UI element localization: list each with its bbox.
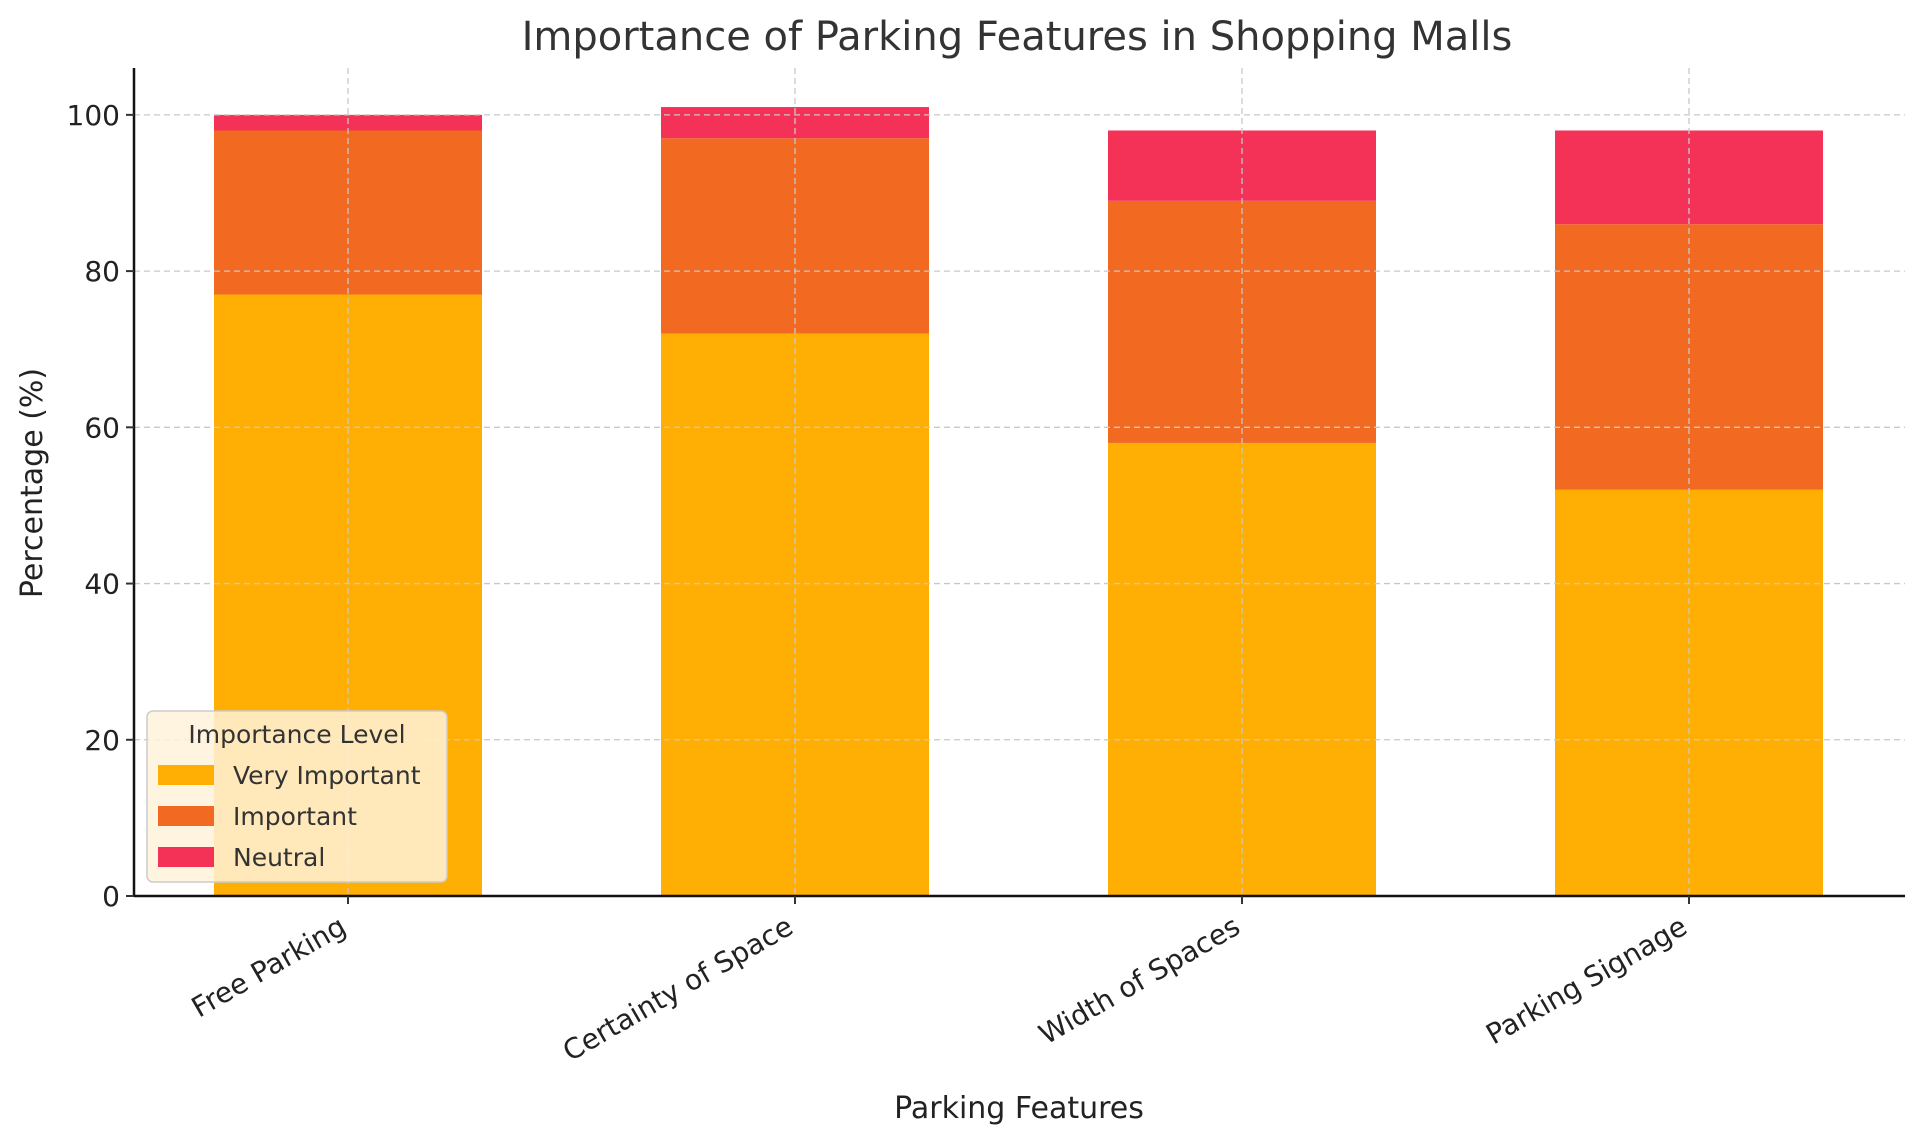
y-tick-labels: 0 20 40 60 80 100 [67, 99, 120, 913]
y-tick-label: 100 [67, 99, 120, 132]
legend-items: Very Important Important Neutral [158, 761, 421, 872]
legend-label: Neutral [233, 843, 325, 872]
y-tick-label: 0 [102, 880, 120, 913]
legend: Importance Level Very Important Important… [146, 710, 448, 883]
y-tick-label: 20 [84, 724, 120, 757]
x-axis-label: Parking Features [894, 1091, 1144, 1126]
legend-swatch [158, 847, 214, 867]
legend-label: Very Important [233, 761, 421, 790]
y-tick-label: 40 [84, 568, 120, 601]
legend-box [146, 710, 448, 883]
legend-title: Importance Level [188, 720, 405, 749]
y-tick-label: 60 [84, 411, 120, 444]
bar-important [661, 138, 929, 334]
y-axis-label: Percentage (%) [15, 368, 50, 598]
axes [126, 68, 1905, 904]
y-tick-label: 80 [84, 255, 120, 288]
legend-swatch [158, 806, 214, 826]
chart-title: Importance of Parking Features in Shoppi… [522, 14, 1513, 60]
legend-swatch [158, 765, 214, 785]
legend-label: Important [233, 802, 357, 831]
